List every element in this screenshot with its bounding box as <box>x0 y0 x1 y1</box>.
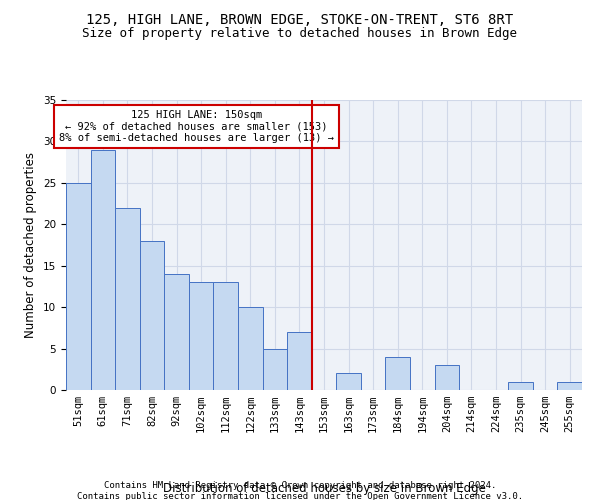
Bar <box>557 382 582 390</box>
Bar <box>140 241 164 390</box>
Bar <box>115 208 140 390</box>
Text: 125 HIGH LANE: 150sqm
← 92% of detached houses are smaller (153)
8% of semi-deta: 125 HIGH LANE: 150sqm ← 92% of detached … <box>59 110 334 143</box>
Bar <box>91 150 115 390</box>
Bar <box>508 382 533 390</box>
Bar <box>189 282 214 390</box>
Bar <box>434 365 459 390</box>
Text: 125, HIGH LANE, BROWN EDGE, STOKE-ON-TRENT, ST6 8RT: 125, HIGH LANE, BROWN EDGE, STOKE-ON-TRE… <box>86 12 514 26</box>
Bar <box>238 307 263 390</box>
Bar <box>263 348 287 390</box>
Text: Contains public sector information licensed under the Open Government Licence v3: Contains public sector information licen… <box>77 492 523 500</box>
X-axis label: Distribution of detached houses by size in Brown Edge: Distribution of detached houses by size … <box>163 482 485 496</box>
Text: Size of property relative to detached houses in Brown Edge: Size of property relative to detached ho… <box>83 28 517 40</box>
Bar <box>336 374 361 390</box>
Bar <box>287 332 312 390</box>
Text: Contains HM Land Registry data © Crown copyright and database right 2024.: Contains HM Land Registry data © Crown c… <box>104 481 496 490</box>
Bar <box>385 357 410 390</box>
Bar <box>214 282 238 390</box>
Bar <box>164 274 189 390</box>
Y-axis label: Number of detached properties: Number of detached properties <box>25 152 37 338</box>
Bar <box>66 183 91 390</box>
